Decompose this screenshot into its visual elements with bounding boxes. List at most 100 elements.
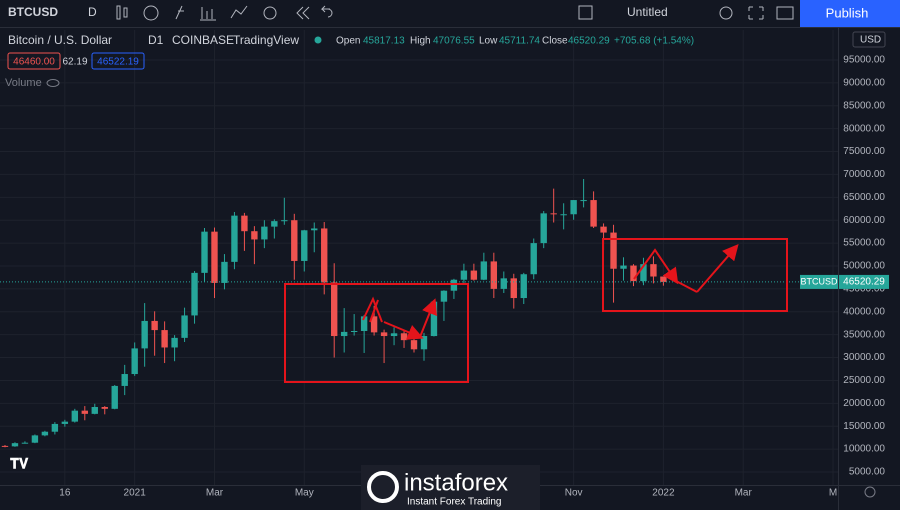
candle-body: [1, 445, 9, 447]
watermark-brand: instaforex: [404, 469, 508, 496]
indicators-icon[interactable]: [143, 5, 159, 21]
candles-icon[interactable]: [116, 5, 121, 20]
y-tick-label: 35000.00: [843, 329, 885, 340]
candle-body: [630, 265, 637, 282]
candle-body: [540, 213, 547, 244]
currency[interactable]: USD: [860, 35, 881, 46]
candle-body: [271, 221, 278, 227]
publish-label[interactable]: Publish: [826, 5, 869, 20]
watermark-box: [361, 465, 540, 510]
publish-button[interactable]: [800, 0, 900, 27]
candle-body: [141, 320, 148, 349]
candle-body: [400, 333, 408, 341]
ask[interactable]: 46522.19: [97, 57, 139, 68]
y-tick-label: 10000.00: [843, 444, 885, 455]
hide-icon[interactable]: [46, 79, 60, 87]
interval-button[interactable]: D: [88, 5, 97, 19]
symbol-button[interactable]: BTCUSD: [8, 5, 58, 19]
candle-body: [430, 301, 438, 337]
watermark-logo: [367, 471, 399, 503]
candle-body: [241, 215, 248, 232]
annotation-zigzag: [633, 248, 679, 285]
open-label: Open: [336, 36, 360, 47]
undo-icon[interactable]: [320, 5, 333, 18]
candle-body: [560, 214, 567, 216]
open-value: 45817.13: [363, 36, 405, 47]
currency-box[interactable]: [852, 31, 886, 48]
y-tick-label: 30000.00: [843, 352, 885, 363]
candle-body: [11, 443, 19, 447]
y-tick-label: 60000.00: [843, 215, 885, 226]
annotation-arrow: [419, 298, 437, 338]
axis-settings-icon[interactable]: [864, 486, 876, 498]
close-value: 46520.29: [568, 36, 610, 47]
candle-body: [181, 315, 188, 338]
annotation-box: [284, 283, 469, 383]
y-tick-label: 50000.00: [843, 261, 885, 272]
candle-body: [410, 340, 418, 350]
annotation-box: [602, 238, 788, 312]
layout-name[interactable]: Untitled: [627, 5, 668, 19]
symbol-name: Bitcoin / U.S. Dollar: [8, 33, 112, 47]
candle-body: [191, 272, 198, 316]
candle-body: [580, 200, 587, 202]
exchange: COINBASE: [172, 33, 234, 47]
settings-icon[interactable]: [719, 6, 733, 20]
y-tick-label: 90000.00: [843, 78, 885, 89]
layout-icon[interactable]: [578, 5, 593, 20]
toolbar-icons: [116, 5, 794, 21]
candle-body: [510, 278, 517, 299]
alert-icon[interactable]: [263, 6, 277, 20]
candle-body: [291, 220, 298, 261]
replay-icon[interactable]: [296, 6, 310, 20]
candle-body: [380, 332, 388, 337]
close-label: Close: [542, 36, 568, 47]
candle-body: [101, 406, 108, 409]
fullscreen-icon[interactable]: [748, 6, 764, 20]
y-tick-label: 85000.00: [843, 100, 885, 111]
watermark-tagline: Instant Forex Trading: [407, 497, 502, 508]
y-tick-label: 15000.00: [843, 421, 885, 432]
y-tick-label: 45000.00: [843, 284, 885, 295]
ask-box[interactable]: [91, 52, 145, 70]
bid-box[interactable]: [7, 52, 61, 70]
price-tag-label: 46520.29: [843, 277, 885, 288]
tv-logo: 𝐓𝐕: [10, 456, 29, 472]
candle-body: [450, 279, 458, 291]
y-tick-label: 65000.00: [843, 192, 885, 203]
interval: D1: [148, 33, 164, 47]
candle-body: [251, 231, 258, 240]
candle-body: [31, 435, 39, 443]
high-label: High: [410, 36, 431, 47]
y-tick-label: 75000.00: [843, 146, 885, 157]
candle-body: [340, 331, 348, 337]
candles-icon-2: [123, 7, 128, 18]
templates-icon[interactable]: [200, 7, 216, 21]
candle-body: [660, 276, 667, 282]
spread: 62.19: [62, 57, 87, 68]
y-tick-label: 25000.00: [843, 375, 885, 386]
candle-body: [301, 230, 308, 261]
bid[interactable]: 46460.00: [13, 57, 55, 68]
x-tick-label: Nov: [565, 488, 583, 499]
x-tick-label: 2021: [124, 488, 147, 499]
x-tick-label: 2022: [652, 488, 675, 499]
candle-body: [370, 316, 378, 333]
annotations: [284, 238, 788, 383]
source: TradingView: [233, 33, 299, 47]
y-tick-label: 80000.00: [843, 123, 885, 134]
candle-body: [131, 348, 138, 375]
candle-body: [490, 261, 498, 289]
compare-icon[interactable]: [230, 5, 248, 19]
volume-label: Volume: [5, 77, 42, 89]
y-tick-label: 95000.00: [843, 55, 885, 66]
candle-body: [610, 232, 617, 269]
fx-icon[interactable]: [175, 5, 184, 20]
snapshot-icon[interactable]: [776, 6, 794, 20]
candle-body: [420, 336, 428, 350]
annotation-line: [369, 299, 379, 323]
candle-body: [500, 278, 507, 289]
candle-body: [41, 431, 49, 436]
x-tick-label: 16: [59, 488, 71, 499]
